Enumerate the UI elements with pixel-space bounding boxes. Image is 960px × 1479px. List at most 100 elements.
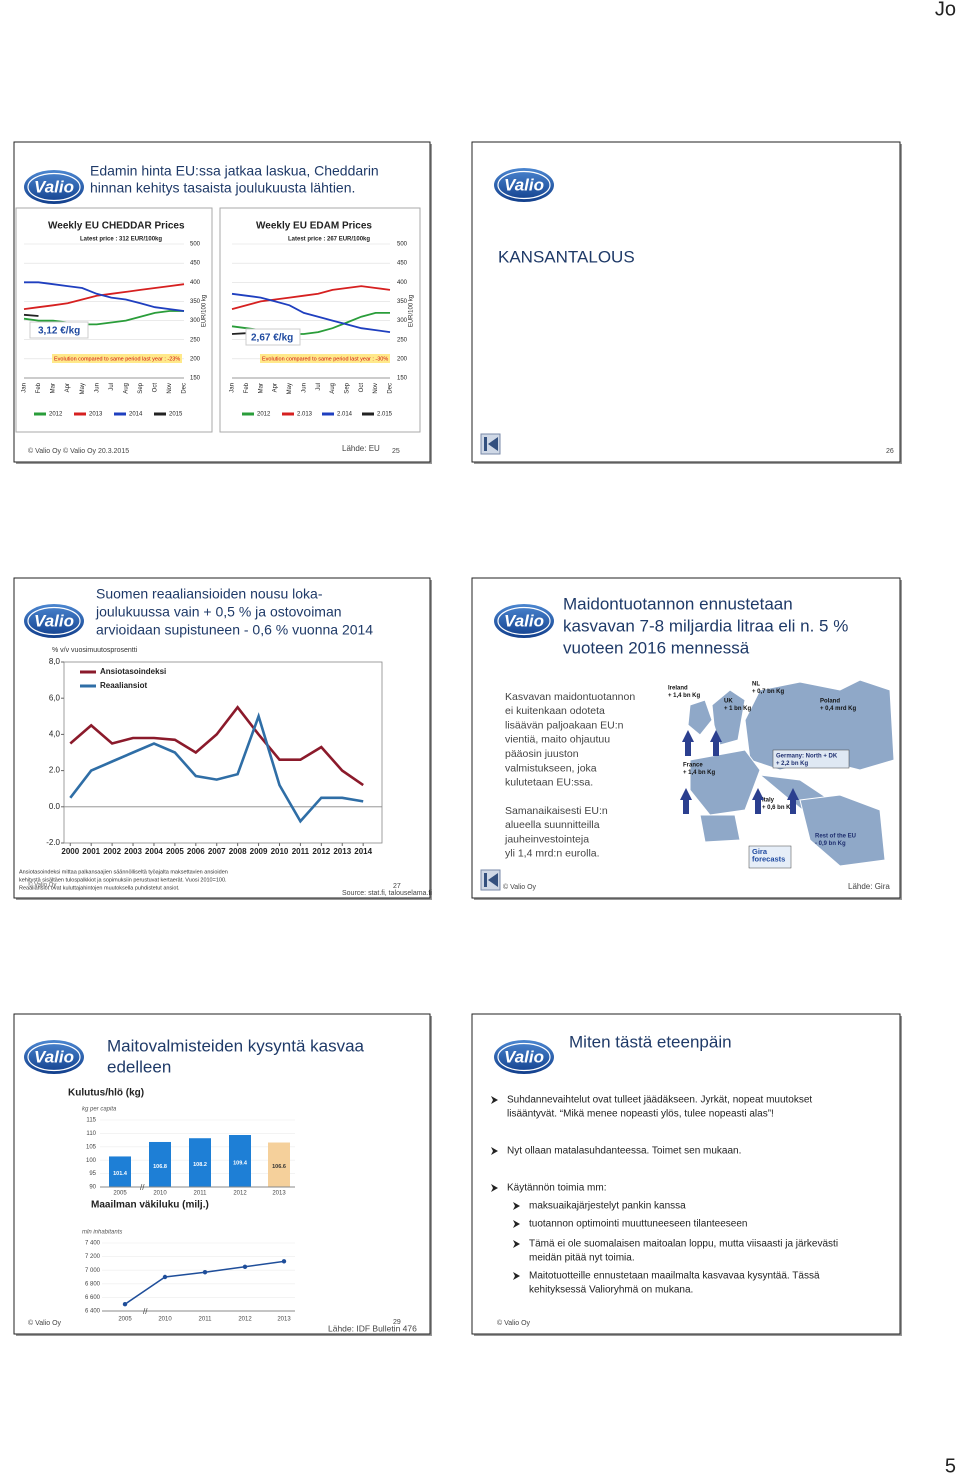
x-tick-label: 2011: [199, 1317, 213, 1323]
legend-label: 2.014: [337, 412, 353, 418]
x-tick-label: 2011: [194, 1191, 208, 1197]
y-tick-label: 450: [397, 261, 408, 267]
x-tick-label: 2006: [187, 847, 205, 856]
paragraph-line: jauheinvestointeja: [504, 833, 589, 845]
bullet-arrow: [491, 1184, 498, 1192]
footnote: Reaaliansiot ovat kuluttajahintojen muut…: [19, 885, 180, 891]
x-tick-label: Aug: [330, 383, 336, 394]
evolution-note: Evolution compared to same period last y…: [54, 356, 180, 362]
logo-text: Valio: [34, 611, 74, 630]
legend-label: 2014: [129, 412, 143, 418]
map-arrow: [787, 788, 799, 814]
y-tick-label: 105: [86, 1144, 97, 1150]
map-label-box: [772, 749, 850, 769]
x-tick-label: Jun: [94, 383, 100, 393]
y-tick-label: 150: [190, 376, 201, 382]
slide-title: Miten tästä eteenpäin: [569, 1032, 732, 1051]
y-tick-label: 250: [397, 337, 408, 343]
logo-ring: [497, 1042, 551, 1072]
plot-area: [63, 661, 383, 844]
bullet-arrow: [513, 1240, 520, 1248]
point: [202, 1270, 208, 1275]
x-tick-label: 2014: [354, 847, 372, 856]
y-tick-label: 500: [397, 242, 408, 248]
slide-title: Maitovalmisteiden kysyntä kasvaa: [107, 1036, 365, 1055]
slide-title: vuoteen 2016 mennessä: [563, 638, 750, 657]
x-tick-label: Nov: [373, 383, 379, 394]
y-tick-label: 6 600: [85, 1295, 101, 1301]
x-tick-label: 2013: [277, 1317, 291, 1323]
y-tick-label: 500: [190, 242, 201, 248]
y-axis-label: % v/v vuosimuutosprosentti: [52, 647, 138, 654]
x-tick-label: Jul: [316, 383, 322, 391]
y-tick-label: 115: [86, 1118, 96, 1124]
x-tick-label: 2001: [82, 847, 100, 856]
callout-box: [29, 321, 89, 339]
series-line: [69, 705, 364, 787]
point: [281, 1259, 287, 1264]
paragraph-line: lisäävän paljoakaan EU:n: [505, 719, 624, 731]
bullet-text: Suhdannevaihtelut ovat tulleet jäädäksee…: [507, 1095, 812, 1106]
y-tick-label: 7 400: [85, 1241, 101, 1247]
bullet-arrow: [491, 1147, 498, 1155]
evolution-box: [52, 354, 182, 363]
x-tick-label: Mar: [51, 383, 57, 393]
map-label: forecasts: [752, 854, 785, 863]
y-tick-label: 150: [397, 376, 408, 382]
map-label: + 1,4 bn Kg: [668, 693, 701, 699]
bullet-text: maksuaikajärjestelyt pankin kanssa: [529, 1201, 686, 1212]
y-tick-label: 100: [86, 1158, 97, 1164]
logo-ring: [27, 606, 81, 636]
map-label: + 0,4 mrd Kg: [820, 706, 857, 712]
map-land: [799, 794, 886, 867]
map-label: + 0,6 bn Kg: [762, 805, 795, 811]
x-tick-label: 2010: [153, 1191, 167, 1197]
series-line: [69, 712, 364, 824]
evolution-note: Evolution compared to same period last y…: [262, 356, 388, 362]
map-arrow: [680, 788, 692, 814]
x-tick-label: Apr: [65, 383, 71, 392]
map-label: + 2,2 bn Kg: [776, 761, 809, 767]
logo-shape: [24, 170, 84, 204]
x-tick-label: Feb: [36, 382, 42, 393]
series-line: [23, 310, 184, 326]
map-label: NL: [752, 682, 760, 688]
slide-title: KANSANTALOUS: [498, 247, 635, 266]
y-tick-label: 400: [397, 280, 408, 286]
slide-number: 29: [393, 1319, 401, 1326]
y-tick-label: 2.0: [49, 766, 61, 775]
footnote: kehitystä sisältäen tulospalkkiot ja sop…: [19, 877, 227, 883]
y-tick-label: 350: [397, 299, 408, 305]
logo-ring: [27, 1042, 81, 1072]
chart-subtitle: Latest price : 312 EUR/100kg: [80, 237, 162, 243]
y-tick-label: 350: [190, 299, 201, 305]
map-label: Rest of the EU: [815, 834, 856, 840]
x-tick-label: Mar: [258, 383, 264, 393]
legend-label: 2012: [257, 412, 271, 418]
x-tick-label: Dec: [388, 383, 394, 394]
logo-text: Valio: [504, 1047, 544, 1066]
x-tick-label: 2005: [118, 1317, 132, 1323]
map-label: UK: [724, 699, 733, 705]
data-label: 108.2: [193, 1162, 207, 1168]
y-tick-label: 450: [190, 261, 201, 267]
x-tick-label: 2012: [238, 1317, 252, 1323]
chart-subtitle: Latest price : 267 EUR/100kg: [288, 237, 370, 243]
x-tick-label: 2011: [292, 847, 310, 856]
footer-copyright: © Valio Oy © Valio Oy 20.3.2015: [28, 447, 129, 455]
x-tick-label: Oct: [359, 383, 365, 393]
nav-back-button[interactable]: [480, 433, 501, 455]
callout-box: [245, 328, 301, 346]
x-tick-label: 2002: [103, 847, 121, 856]
bullet-text: meidän pitää nyt toimia.: [529, 1253, 635, 1264]
point: [162, 1274, 168, 1280]
y-tick-label: 90: [89, 1185, 96, 1191]
nav-back-button[interactable]: [480, 869, 501, 891]
y-tick-label: 7 200: [85, 1254, 101, 1260]
footer-copyright: © Valio Oy: [28, 1319, 62, 1327]
page-header: Jo: [935, 0, 956, 20]
logo-text: Valio: [34, 177, 74, 196]
paragraph-line: Kasvavan maidontuotannon: [505, 691, 635, 703]
